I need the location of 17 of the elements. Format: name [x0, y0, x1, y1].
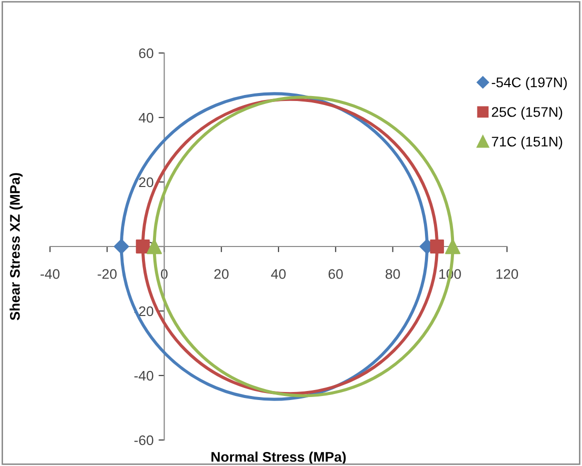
- x-tick-label: 80: [386, 269, 400, 279]
- x-tick-label: 120: [496, 269, 518, 279]
- x-tick-label: 40: [271, 269, 286, 279]
- x-tick-label: -20: [98, 269, 117, 279]
- y-tick-label: -40: [134, 370, 154, 381]
- y-axis-title: Shear Stress XZ (MPa): [10, 173, 23, 320]
- legend-label: -54C (197N): [492, 77, 567, 90]
- x-tick-label: 20: [214, 269, 229, 279]
- y-tick-label: 40: [138, 112, 154, 123]
- legend-label: 25C (157N): [492, 106, 562, 120]
- y-tick-label: 60: [139, 48, 154, 58]
- x-axis-title: Normal Stress (MPa): [212, 452, 346, 465]
- x-tick-label: 60: [328, 269, 343, 279]
- y-tick-label: -60: [134, 435, 154, 446]
- x-tick-label: -40: [40, 269, 60, 279]
- legend-label: 71C (151N): [492, 136, 562, 150]
- y-tick-label: 20: [139, 177, 154, 188]
